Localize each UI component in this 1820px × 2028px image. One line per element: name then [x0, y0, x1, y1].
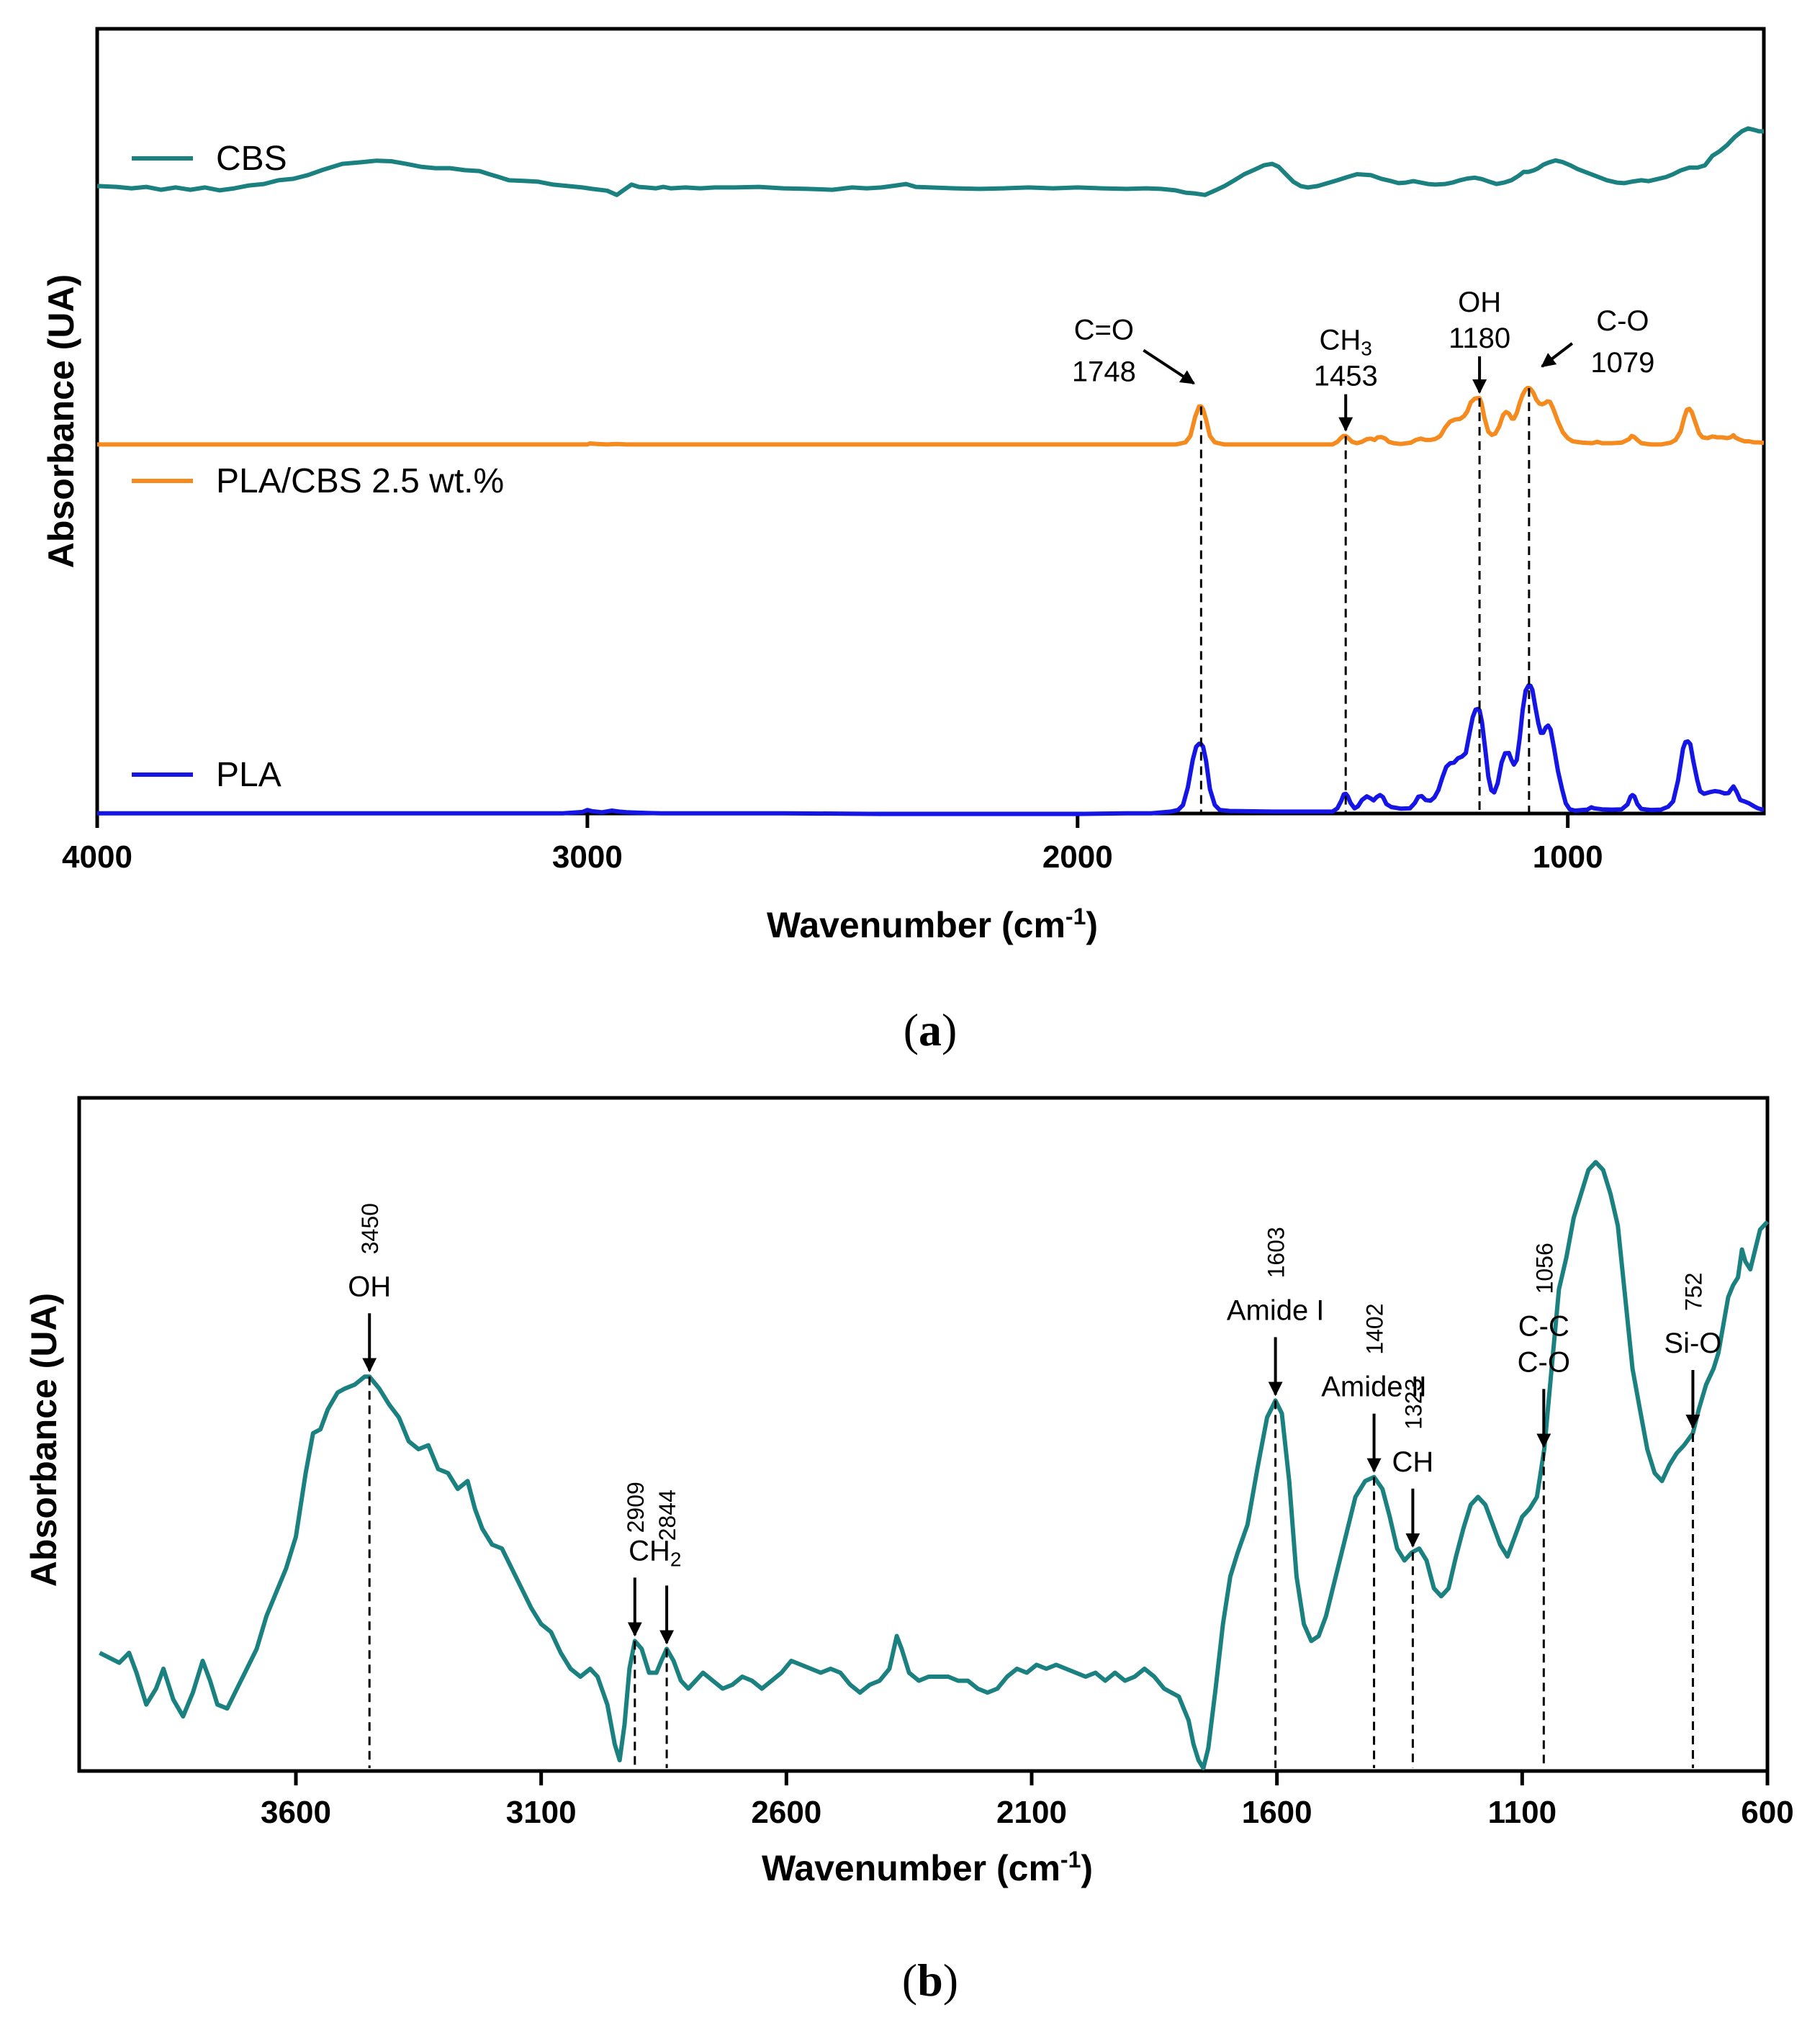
peak-value-a-1453: 1453 — [1314, 361, 1378, 392]
peak-value-b-1402: 1402 — [1362, 1303, 1388, 1354]
peak-label-b-1323: CH — [1392, 1446, 1434, 1478]
arrow-a-1748 — [1143, 348, 1196, 385]
peak-value-b-752: 752 — [1680, 1273, 1706, 1311]
x-tick-label-a-3000: 3000 — [552, 839, 623, 875]
x-tick-label-b-2100: 2100 — [996, 1795, 1067, 1830]
peak-label-a-1079: C-O — [1596, 305, 1649, 337]
legend-label-pla: PLA — [216, 756, 281, 794]
peak-value-b-1603: 1603 — [1263, 1227, 1289, 1278]
peak-value-b-2909: 2909 — [623, 1482, 649, 1533]
x-tick-label-b-1600: 1600 — [1242, 1795, 1312, 1830]
panel-label-a: (a) — [904, 1004, 958, 1055]
peak-label-b-3450: OH — [348, 1271, 391, 1302]
panel-label-b: (b) — [902, 1955, 958, 2006]
plot-frame-b — [77, 1096, 1770, 1773]
series-line-a-cbs — [96, 126, 1764, 197]
x-axis-a: 4000 3000 2000 1000 — [62, 814, 1603, 875]
y-axis-label-a: Absorbance (UA) — [41, 274, 81, 568]
arrow-a-1079 — [1541, 342, 1574, 368]
peak-label-a-1453: CH3 — [1320, 325, 1372, 360]
peak-label-b-1056: C-C — [1518, 1310, 1569, 1342]
series-line-b-cbs — [99, 1160, 1770, 1770]
peak-label2-b-1056: C-O — [1518, 1346, 1570, 1378]
x-tick-label-b-3100: 3100 — [506, 1795, 577, 1830]
x-tick-label-b-3600: 3600 — [261, 1795, 331, 1830]
x-axis-label-a: Wavenumber (cm-1) — [767, 903, 1098, 945]
x-tick-label-a-1000: 1000 — [1533, 839, 1603, 875]
peak-value-b-3450: 3450 — [357, 1203, 383, 1254]
peak-value-a-1748: 1748 — [1072, 356, 1136, 388]
x-tick-label-a-4000: 4000 — [62, 839, 132, 875]
y-axis-label-b: Absorbance (UA) — [24, 1293, 64, 1587]
peak-value-b-2844: 2844 — [654, 1490, 680, 1541]
peak-value-a-1079: 1079 — [1590, 347, 1654, 379]
peak-value-b-1056: 1056 — [1531, 1243, 1557, 1294]
legend-a: CBS PLA/CBS 2.5 wt.% PLA — [132, 140, 504, 794]
peak-value-b-1323: 1323 — [1400, 1379, 1426, 1430]
series-group-b — [99, 1160, 1770, 1770]
peak-label-b-1402: Amide II — [1321, 1371, 1427, 1403]
series-group-a — [96, 126, 1765, 816]
x-axis-b: 3600 3100 2600 2100 1600 1100 600 — [261, 1771, 1794, 1830]
x-tick-label-b-1100: 1100 — [1488, 1795, 1557, 1830]
legend-label-pla-cbs: PLA/CBS 2.5 wt.% — [216, 462, 504, 500]
legend-label-cbs: CBS — [216, 140, 287, 178]
x-axis-label-b: Wavenumber (cm-1) — [762, 1847, 1093, 1888]
peak-label-a-1180: OH — [1458, 287, 1501, 318]
peak-label-b-2909: CH2 — [629, 1535, 681, 1570]
x-tick-label-a-2000: 2000 — [1042, 839, 1113, 875]
x-tick-label-b-600: 600 — [1741, 1795, 1793, 1830]
x-tick-label-b-2600: 2600 — [751, 1795, 821, 1830]
panel-b: 3600 3100 2600 2100 1600 1100 600 OH 3450 CH2290… — [24, 1096, 1794, 2006]
series-line-a-pla — [97, 683, 1764, 816]
peak-value-a-1180: 1180 — [1449, 323, 1510, 354]
peak-label-a-1748: C=O — [1074, 315, 1134, 346]
series-line-a-pla_cbs — [97, 386, 1765, 447]
peak-label-b-752: Si-O — [1664, 1328, 1721, 1359]
peak-label-b-1603: Amide I — [1227, 1294, 1325, 1326]
plot-frame-a — [95, 27, 1766, 816]
